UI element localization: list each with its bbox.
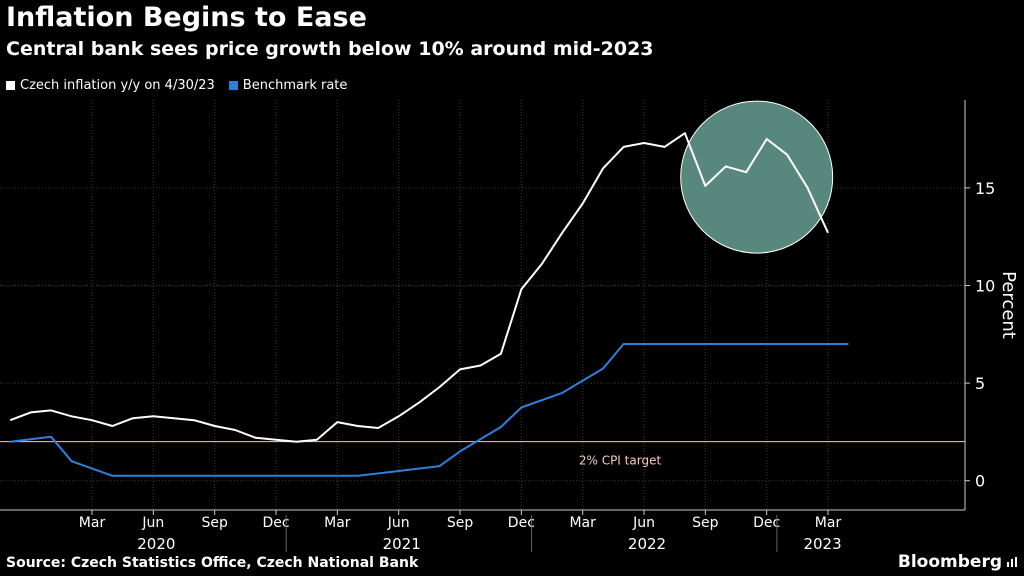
x-tick-label: Dec <box>508 515 535 531</box>
legend-label-rate: Benchmark rate <box>242 78 348 93</box>
x-tick-label: Jun <box>387 515 410 531</box>
x-tick-label: Sep <box>201 515 228 531</box>
highlight-circle <box>680 100 834 254</box>
x-year-label: 2022 <box>628 535 666 553</box>
y-axis-label: Percent <box>998 271 1019 339</box>
x-tick-label: Mar <box>569 515 596 531</box>
legend-swatch-inflation <box>6 81 15 90</box>
x-tick-label: Sep <box>447 515 474 531</box>
x-tick-label: Dec <box>262 515 289 531</box>
x-tick-label: Sep <box>692 515 719 531</box>
brand-name: Bloomberg <box>897 552 1002 572</box>
bloomberg-mark-icon <box>1007 557 1017 567</box>
legend-label-inflation: Czech inflation y/y on 4/30/23 <box>20 78 215 93</box>
x-tick-label: Mar <box>815 515 842 531</box>
x-year-label: 2021 <box>383 535 421 553</box>
y-tick-label: 15 <box>975 179 995 198</box>
source-note: Source: Czech Statistics Office, Czech N… <box>6 555 419 571</box>
x-tick-label: Dec <box>753 515 780 531</box>
legend: Czech inflation y/y on 4/30/23 Benchmark… <box>6 78 361 93</box>
x-tick-label: Mar <box>324 515 351 531</box>
x-tick-label: Mar <box>79 515 106 531</box>
benchmark-rate-line <box>10 343 849 477</box>
legend-item-inflation: Czech inflation y/y on 4/30/23 <box>6 78 215 93</box>
inflation-line <box>9 132 829 443</box>
brand-logo: Bloomberg <box>898 552 1018 572</box>
x-year-label: 2023 <box>803 535 841 553</box>
y-tick-label: 10 <box>975 276 995 295</box>
x-tick-label: Jun <box>141 515 164 531</box>
x-tick-label: Jun <box>632 515 655 531</box>
chart-subtitle: Central bank sees price growth below 10%… <box>6 38 654 60</box>
y-tick-label: 0 <box>975 472 985 491</box>
legend-swatch-rate <box>228 81 238 90</box>
chart-title: Inflation Begins to Ease <box>6 2 367 33</box>
legend-item-rate: Benchmark rate <box>228 78 348 93</box>
y-tick-label: 5 <box>975 374 985 393</box>
x-year-label: 2020 <box>137 535 175 553</box>
cpi-target-label: 2% CPI target <box>579 454 662 468</box>
